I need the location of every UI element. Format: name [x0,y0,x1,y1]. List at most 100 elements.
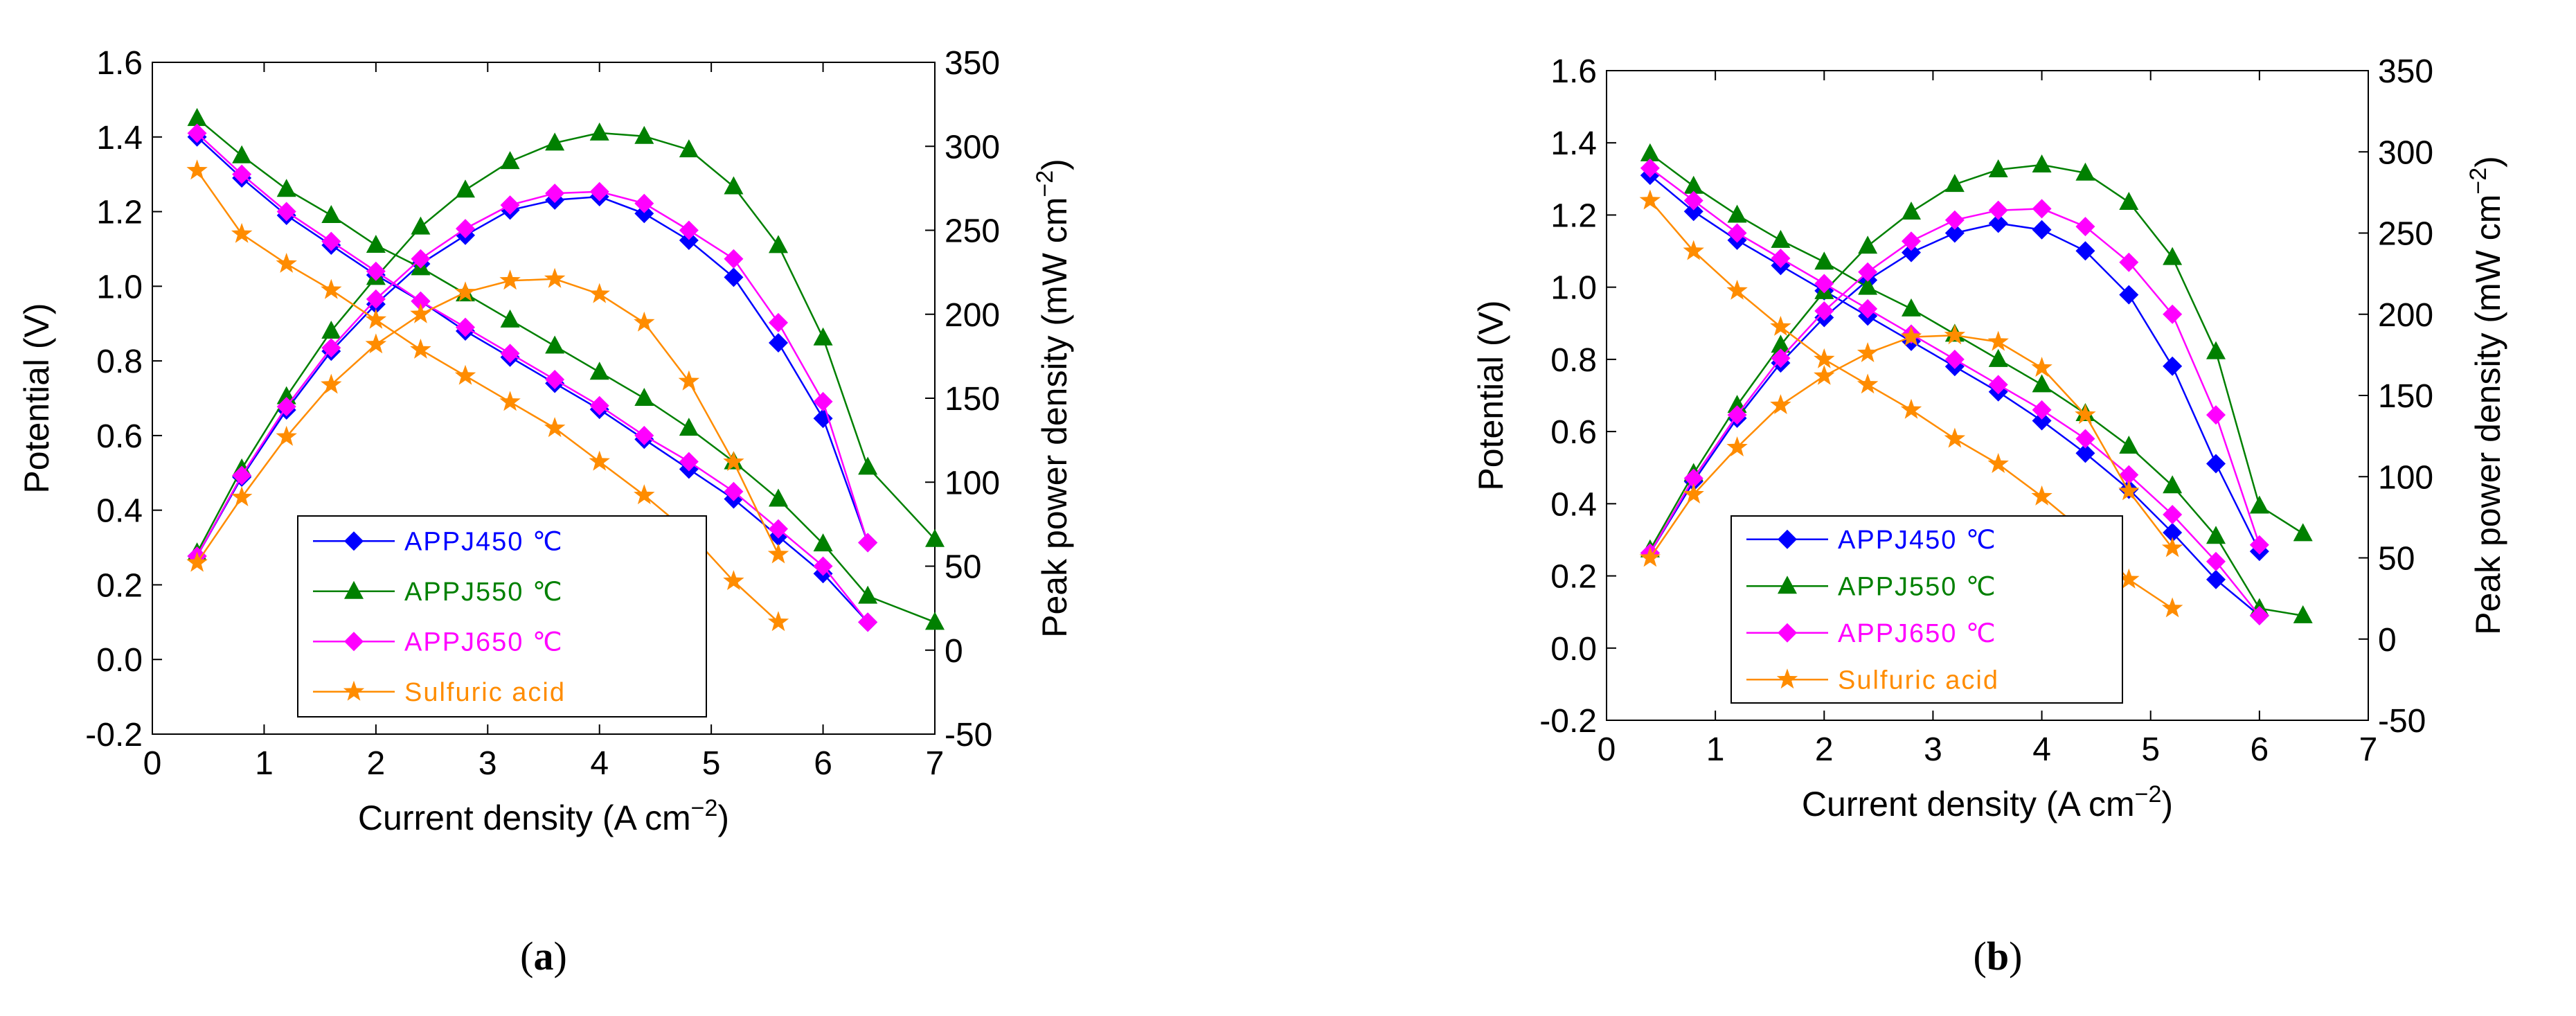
y-left-tick-label: 0.2 [1550,559,1597,596]
power-point [1683,483,1704,503]
potential-point [366,261,386,281]
power-point [231,486,253,506]
potential-point [2032,374,2052,393]
power-point [1902,242,1921,262]
x-tick-label: 3 [478,745,497,782]
potential-point [2293,605,2313,623]
potential-point [2249,605,2269,625]
y-right-tick-label: -50 [2378,703,2426,740]
potential-point [2075,429,2095,449]
legend-label: APPJ550 ℃ [404,578,564,607]
power-line-appj450 [196,195,869,557]
panel-caption: (a) [520,934,567,979]
y-right-axis-label: Peak power density (mW cm−2) [1032,159,1074,638]
legend-label: APPJ550 ℃ [1838,572,1997,601]
power-point [925,528,945,547]
y-right-axis-label: Peak power density (mW cm−2) [2465,156,2507,635]
potential-point [187,107,207,126]
power-point [2249,535,2269,555]
power-point [1944,210,1965,230]
power-point [634,193,654,213]
potential-point [187,123,207,143]
power-point [321,321,341,339]
legend: APPJ450 ℃ APPJ550 ℃ APPJ650 ℃ Sulfuric acid [297,515,707,718]
potential-point [1814,274,1834,294]
x-tick-label: 2 [1815,731,1834,768]
potential-point [724,481,744,501]
power-point [724,249,744,269]
power-point [1944,223,1965,243]
power-point [589,283,610,303]
power-point [858,456,878,475]
power-point [2163,247,2183,265]
power-point [411,216,431,235]
power-point [2293,523,2313,542]
power-line-appj550 [1649,163,2304,551]
power-point [678,370,700,391]
power-point [500,151,520,170]
power-point [1683,468,1703,488]
x-tick-label: 4 [2032,731,2051,768]
potential-point [1683,240,1704,260]
y-right-tick-label: 200 [945,297,1000,334]
power-point [679,139,699,158]
power-point [1771,348,1791,368]
potential-point [634,484,655,505]
y-right-tick-label: 50 [2378,541,2415,578]
y-right-tick-label: 350 [945,45,1000,82]
potential-point [1640,143,1660,161]
power-point [2119,252,2139,272]
potential-point [232,164,252,184]
power-point [411,249,431,269]
power-point [2075,217,2095,237]
legend-label: APPJ450 ℃ [404,527,564,556]
power-point [1771,335,1791,353]
power-point [2075,162,2095,181]
legend: APPJ450 ℃ APPJ550 ℃ APPJ650 ℃ Sulfuric acid [1730,515,2123,704]
power-point [410,303,431,323]
potential-point [500,309,520,328]
y-right-tick-label: 250 [945,213,1000,250]
power-point [1988,200,2008,220]
power-point [2032,220,2052,240]
power-point [545,132,565,151]
potential-point [1727,204,1747,223]
panel-caption: (b) [1974,934,2023,979]
power-point [858,533,878,553]
power-point [769,312,788,332]
potential-point [1858,276,1878,295]
potential-point [544,417,566,438]
y-right-tick-label: 300 [2378,134,2433,171]
potential-point [1771,229,1791,248]
y-left-tick-label: 1.4 [96,120,143,157]
legend-marker [344,632,364,652]
potential-point [925,612,945,630]
y-right-tick-label: 150 [2378,378,2433,415]
power-point [366,289,386,309]
x-tick-label: 0 [1598,731,1616,768]
power-point [186,551,208,572]
power-point [1900,326,1922,346]
y-right-tick-label: 150 [945,381,1000,418]
potential-point [858,585,878,604]
potential-point [1770,316,1791,336]
power-point [1944,174,1965,193]
power-point [2075,404,2096,425]
y-left-axis-label: Potential (V) [1472,300,1510,490]
potential-point [321,278,342,299]
power-point [724,176,744,195]
x-tick-label: 0 [143,745,162,782]
legend-box [297,515,707,718]
potential-point [589,395,609,416]
potential-point [2161,597,2183,618]
potential-point [186,159,208,180]
power-point [499,269,521,290]
power-point [1814,301,1834,321]
y-left-tick-label: 0.4 [1550,486,1597,523]
y-right-tick-label: -50 [945,717,992,754]
power-point [2206,341,2226,359]
potential-point [679,418,699,436]
legend-marker [1776,668,1798,689]
potential-point [231,222,253,243]
y-left-tick-label: -0.2 [1539,703,1597,740]
